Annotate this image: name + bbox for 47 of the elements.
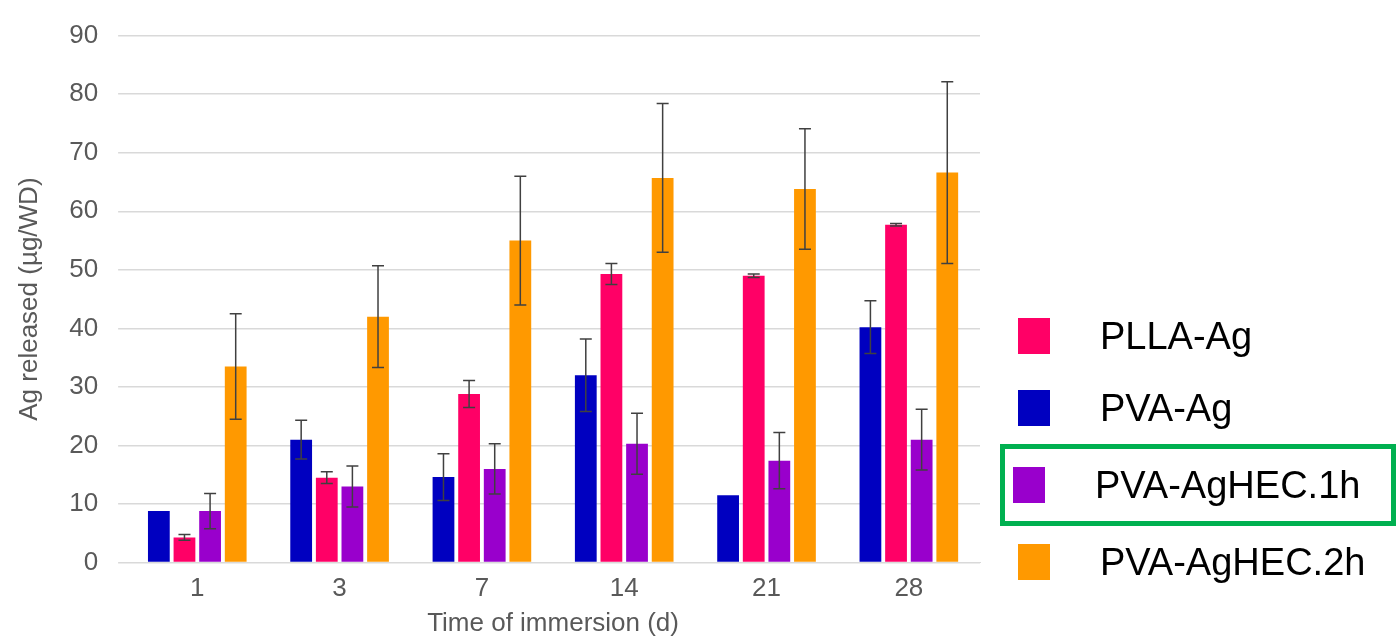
y-tick-label: 90 bbox=[69, 18, 99, 49]
legend-label: PVA-Ag bbox=[1100, 386, 1233, 430]
legend-label: PVA-AgHEC.2h bbox=[1100, 540, 1366, 584]
x-tick-label: 21 bbox=[752, 572, 781, 603]
bar bbox=[173, 537, 196, 562]
bar bbox=[315, 477, 338, 562]
bar bbox=[600, 273, 623, 562]
bar bbox=[483, 468, 506, 562]
x-tick-label: 1 bbox=[190, 572, 205, 603]
bar bbox=[341, 486, 364, 562]
y-tick-label: 20 bbox=[69, 428, 99, 459]
bar bbox=[367, 316, 389, 562]
x-tick-label: 14 bbox=[609, 572, 639, 603]
legend-label: PLLA-Ag bbox=[1100, 314, 1253, 358]
bar bbox=[651, 177, 674, 562]
y-tick-label: 0 bbox=[83, 545, 99, 576]
bar bbox=[859, 327, 882, 562]
bar bbox=[290, 439, 313, 562]
bar bbox=[574, 375, 597, 562]
x-tick-label: 28 bbox=[894, 572, 924, 603]
y-tick-label: 10 bbox=[69, 487, 99, 518]
bar bbox=[432, 477, 455, 562]
bar bbox=[794, 189, 816, 562]
y-tick-label: 80 bbox=[69, 77, 99, 108]
bar bbox=[199, 511, 221, 562]
y-tick-label: 30 bbox=[69, 370, 99, 401]
bar bbox=[936, 172, 959, 562]
bar bbox=[626, 443, 648, 562]
bar bbox=[885, 224, 907, 562]
bar bbox=[768, 460, 791, 562]
bar bbox=[224, 366, 247, 562]
bar bbox=[458, 393, 480, 562]
y-tick-label: 40 bbox=[69, 311, 99, 342]
bar bbox=[717, 495, 739, 562]
x-tick-label: 7 bbox=[474, 572, 490, 603]
bar bbox=[147, 511, 170, 562]
bar bbox=[742, 275, 765, 562]
x-axis-title: Time of immersion (d) bbox=[427, 606, 679, 637]
y-tick-label: 50 bbox=[69, 252, 99, 283]
y-tick-label: 70 bbox=[69, 135, 99, 166]
highlight-frame: PVA-AgHEC.1h bbox=[1000, 444, 1396, 526]
bar bbox=[509, 240, 532, 562]
bar bbox=[910, 439, 933, 562]
legend-label: PVA-AgHEC.1h bbox=[1095, 463, 1361, 507]
y-axis-title: Ag released (µg/WD) bbox=[12, 177, 43, 421]
y-tick-label: 60 bbox=[69, 194, 99, 225]
x-tick-label: 3 bbox=[332, 572, 347, 603]
